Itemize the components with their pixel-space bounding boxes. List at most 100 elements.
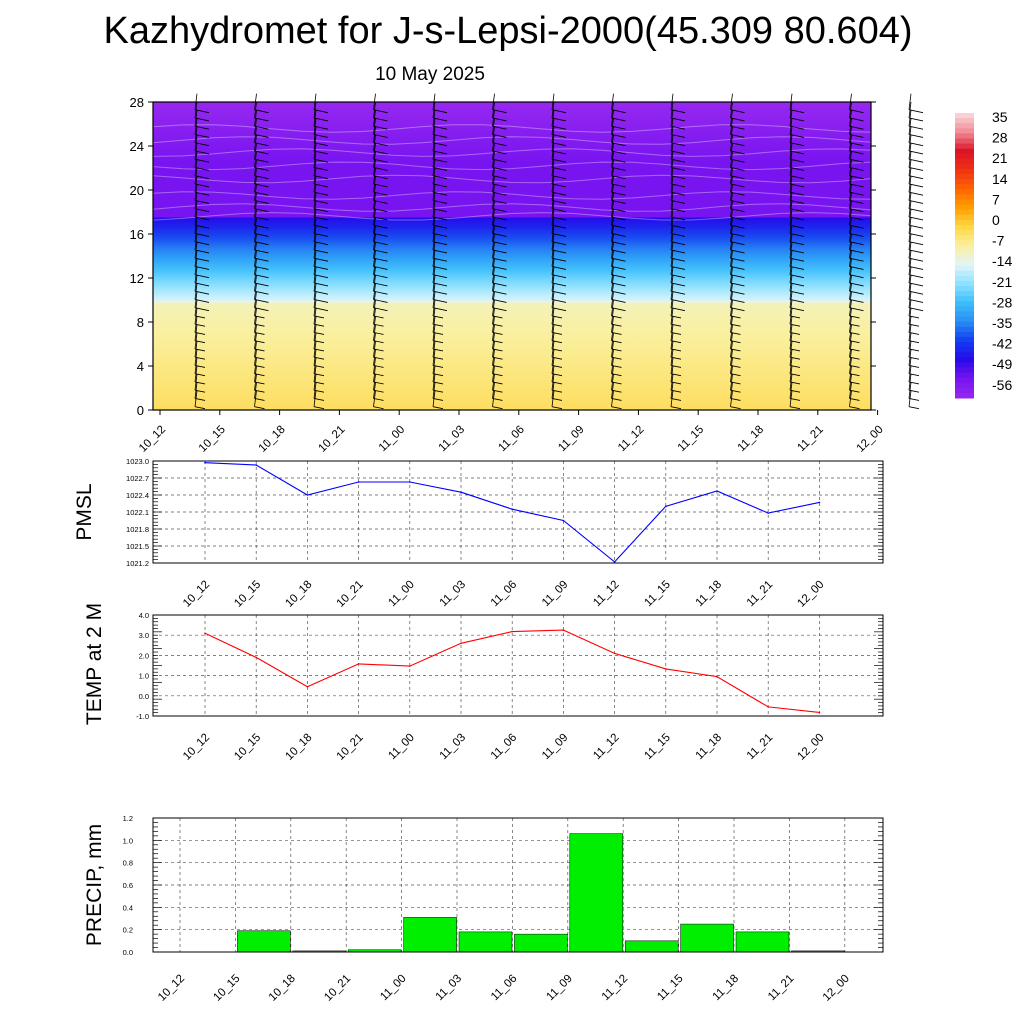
heatmap-band — [153, 102, 871, 163]
precip-x-tick-label: 11_15 — [655, 973, 686, 1004]
heatmap-x-tick-label: 11_21 — [795, 424, 826, 455]
colorbar-swatch — [955, 113, 974, 119]
colorbar-swatch — [955, 209, 974, 216]
temp-x-tick-label: 10_15 — [232, 732, 263, 763]
pmsl-x-tick-label: 11_12 — [591, 579, 622, 610]
colorbar-label: -35 — [992, 315, 1012, 331]
colorbar-label: 7 — [992, 191, 1000, 207]
temp-point — [204, 632, 206, 634]
colorbar-swatch — [955, 230, 974, 236]
colorbar-swatch — [955, 260, 974, 267]
pmsl-x-tick-label: 10_15 — [232, 579, 263, 610]
heatmap-frame — [152, 101, 872, 411]
colorbar-swatch — [955, 377, 974, 384]
pmsl-y-axis-label: PMSL — [73, 483, 96, 540]
colorbar-label: -28 — [992, 294, 1012, 310]
colorbar-swatch — [955, 128, 974, 134]
temp-y-tick-label: 1.0 — [139, 672, 149, 681]
colorbar-swatch — [955, 123, 974, 129]
colorbar-swatch — [955, 372, 974, 379]
heatmap-x-tick-label: 11_09 — [556, 424, 587, 455]
pmsl-point — [511, 508, 513, 510]
colorbar-swatch — [955, 387, 974, 394]
colorbar-swatch — [955, 367, 974, 374]
heatmap-x-tick-label: 11_00 — [377, 424, 408, 455]
precip-y-tick-label: 0.8 — [123, 859, 133, 868]
heatmap-x-tick-label: 11_03 — [437, 424, 468, 455]
contour-line — [152, 212, 872, 221]
colorbar-swatch — [955, 362, 974, 368]
contour-line — [152, 174, 872, 184]
precip-bar — [624, 940, 679, 953]
colorbar-swatch — [955, 280, 974, 287]
heatmap-band — [153, 162, 871, 218]
colorbar-swatch — [955, 382, 974, 389]
colorbar-label: -14 — [992, 253, 1012, 269]
precip-x-tick-label: 11_21 — [766, 973, 797, 1004]
colorbar-swatch — [955, 270, 974, 277]
precip-bar — [237, 930, 291, 953]
colorbar-label: 21 — [992, 150, 1008, 166]
temp-point — [613, 652, 616, 655]
colorbar-label: -49 — [992, 356, 1012, 372]
colorbar-swatch — [955, 240, 974, 246]
colorbar-swatch — [955, 311, 974, 318]
temp-x-tick-label: 10_21 — [335, 732, 366, 763]
colorbar-swatch — [955, 265, 974, 272]
temp-x-tick-label: 11_03 — [438, 732, 469, 763]
colorbar-swatch — [955, 316, 974, 323]
heatmap-band — [153, 302, 871, 410]
colorbar-swatch — [955, 235, 974, 241]
pmsl-x-tick-label: 10_12 — [181, 579, 212, 610]
colorbar-label: 28 — [992, 130, 1008, 146]
colorbar-swatch — [955, 255, 974, 262]
precip-bar — [514, 933, 568, 953]
temp-point — [562, 629, 565, 631]
precip-y-tick-label: 1.2 — [123, 814, 133, 823]
colorbar-swatch — [955, 138, 974, 145]
heatmap-y-tick-label: 0 — [137, 403, 144, 418]
colorbar-swatch — [955, 148, 974, 155]
contour-line — [152, 203, 872, 212]
temp-point — [818, 711, 821, 714]
colorbar-swatch — [955, 321, 974, 328]
pmsl-point — [716, 490, 718, 492]
colorbar-label: 0 — [992, 212, 1000, 228]
temp-y-tick-label: 3.0 — [139, 631, 149, 640]
colorbar-swatch — [955, 199, 974, 206]
precip-y-tick-label: 1.0 — [123, 836, 133, 845]
precip-x-tick-label: 11_09 — [544, 973, 575, 1004]
colorbar-swatch — [955, 133, 974, 139]
precip-x-tick-label: 10_21 — [322, 973, 353, 1004]
colorbar-swatch — [955, 219, 974, 226]
temp-point — [716, 675, 718, 678]
colorbar-swatch — [955, 179, 974, 185]
pmsl-y-tick-label: 1021.5 — [126, 542, 149, 551]
pmsl-x-tick-label: 11_00 — [386, 579, 417, 610]
colorbar-swatch — [955, 326, 974, 333]
pmsl-point — [613, 561, 616, 563]
colorbar-swatch — [955, 174, 974, 180]
heatmap-x-tick-label: 11_18 — [736, 424, 767, 455]
temp-point — [306, 685, 309, 688]
temp-x-tick-label: 10_18 — [283, 732, 314, 763]
precip-x-tick-label: 10_12 — [156, 973, 187, 1004]
pmsl-point — [204, 461, 206, 464]
pmsl-point — [562, 519, 565, 522]
colorbar-swatch — [955, 194, 974, 201]
pmsl-point — [460, 491, 462, 493]
contour-line — [152, 136, 872, 145]
temp-x-tick-label: 11_00 — [386, 732, 417, 763]
heatmap-x-tick-label: 12_00 — [855, 424, 886, 455]
precip-y-tick-label: 0.2 — [123, 926, 133, 935]
precip-y-axis-label: PRECIP, mm — [83, 824, 106, 946]
colorbar-swatch — [955, 296, 974, 302]
colorbar-swatch — [955, 224, 974, 231]
temp-point — [767, 706, 769, 708]
colorbar-swatch — [955, 245, 974, 251]
temp-x-tick-label: 11_21 — [745, 732, 776, 763]
precip-y-tick-label: 0.4 — [123, 903, 133, 912]
pmsl-point — [357, 481, 360, 483]
precip-y-tick-label: 0.0 — [123, 948, 133, 957]
pmsl-y-tick-label: 1021.2 — [126, 559, 149, 568]
